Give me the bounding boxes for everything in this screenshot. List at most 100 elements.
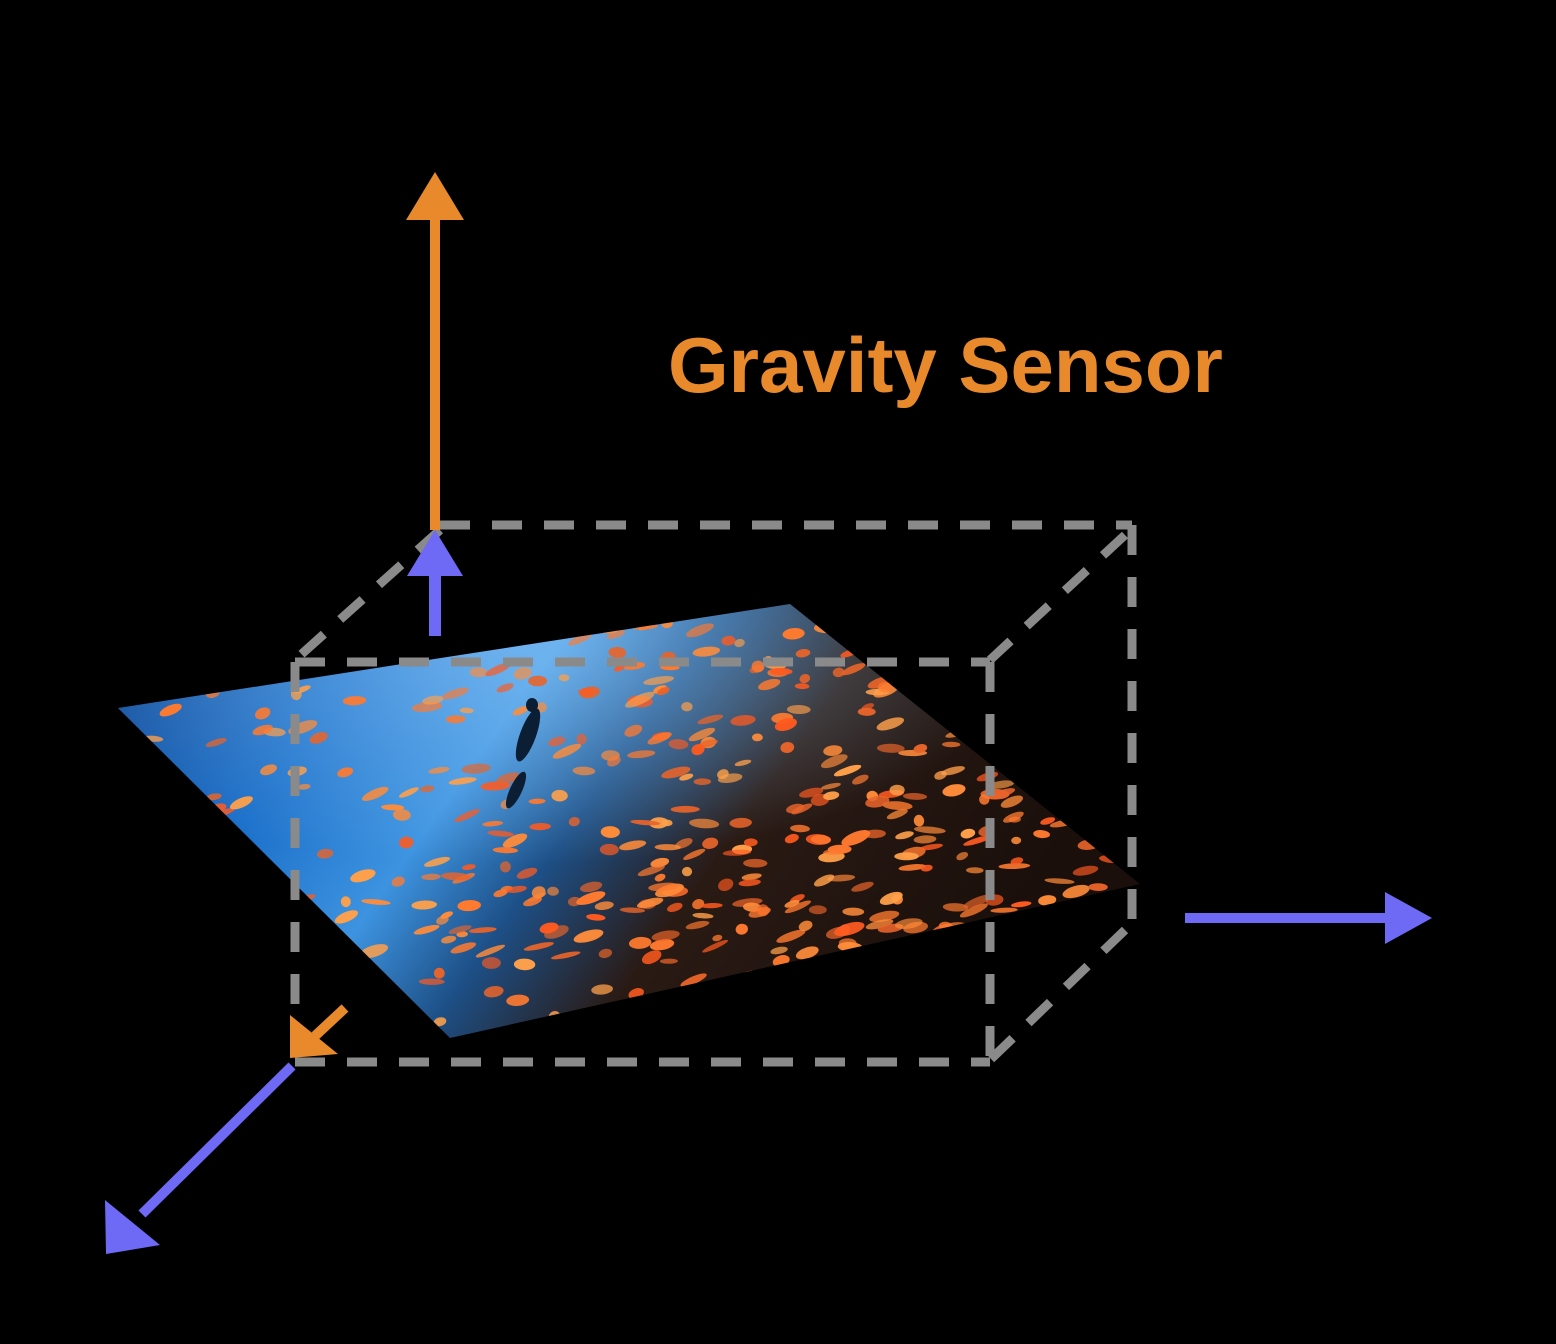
fish bbox=[189, 667, 212, 678]
fish bbox=[1029, 634, 1054, 643]
fish bbox=[592, 1025, 607, 1032]
fish bbox=[1066, 617, 1078, 627]
fish bbox=[420, 785, 435, 793]
fish bbox=[512, 626, 535, 638]
fish bbox=[1029, 787, 1046, 797]
fish bbox=[1092, 772, 1114, 784]
fish bbox=[879, 952, 905, 963]
fish bbox=[791, 803, 813, 815]
fish bbox=[786, 704, 811, 715]
fish bbox=[782, 628, 805, 640]
fish bbox=[1085, 746, 1108, 758]
fish bbox=[857, 707, 876, 716]
fish bbox=[269, 940, 291, 952]
fish bbox=[784, 900, 812, 914]
fish bbox=[820, 754, 848, 769]
fish bbox=[448, 777, 477, 785]
fish bbox=[193, 663, 207, 672]
fish bbox=[641, 950, 662, 965]
fish bbox=[784, 899, 800, 908]
diver-silhouette bbox=[505, 698, 541, 809]
fish bbox=[836, 973, 866, 982]
fish bbox=[637, 864, 665, 877]
fish bbox=[1029, 710, 1047, 723]
fish bbox=[841, 830, 871, 846]
fish bbox=[1077, 1016, 1105, 1022]
fish bbox=[558, 674, 570, 682]
fish bbox=[506, 994, 530, 1006]
fish bbox=[1017, 765, 1040, 778]
fish bbox=[743, 838, 758, 847]
fish bbox=[729, 817, 752, 828]
fish bbox=[568, 816, 580, 827]
fish bbox=[833, 764, 862, 777]
fish bbox=[1022, 977, 1051, 984]
fish bbox=[178, 629, 202, 644]
fish bbox=[599, 843, 619, 856]
fish bbox=[492, 847, 519, 854]
fish bbox=[1027, 986, 1053, 999]
fish bbox=[913, 826, 946, 834]
fish bbox=[961, 617, 991, 632]
fish bbox=[577, 687, 596, 696]
fish bbox=[1050, 987, 1068, 998]
fish bbox=[1038, 895, 1057, 906]
fish bbox=[487, 830, 514, 837]
fish bbox=[150, 962, 169, 971]
fish bbox=[828, 983, 859, 993]
diagonal-axis-arrow bbox=[105, 1062, 296, 1254]
fish bbox=[1041, 949, 1058, 960]
fish bbox=[979, 794, 990, 805]
fish bbox=[913, 1025, 945, 1035]
fish bbox=[334, 910, 359, 924]
fish bbox=[255, 707, 271, 720]
fish bbox=[883, 1007, 895, 1019]
fish bbox=[245, 990, 273, 1002]
fish bbox=[568, 632, 593, 646]
fish bbox=[1022, 670, 1042, 679]
fish bbox=[1024, 671, 1046, 684]
arrow-down-left-icon bbox=[290, 1015, 338, 1058]
fish bbox=[798, 920, 813, 932]
up-gravity-arrow bbox=[406, 172, 464, 530]
fish bbox=[262, 633, 275, 643]
fish bbox=[1079, 929, 1098, 938]
fish bbox=[469, 667, 488, 678]
fish bbox=[821, 782, 841, 790]
fish bbox=[787, 982, 813, 994]
fish bbox=[513, 667, 532, 680]
fish bbox=[600, 826, 620, 838]
fish bbox=[748, 907, 771, 918]
fish bbox=[721, 635, 736, 646]
fish bbox=[858, 1015, 876, 1026]
fish bbox=[391, 623, 415, 633]
fish bbox=[399, 836, 414, 849]
fish bbox=[721, 1023, 733, 1032]
fish bbox=[780, 741, 795, 754]
fish bbox=[552, 743, 582, 759]
fish bbox=[370, 1005, 386, 1018]
fish bbox=[528, 675, 548, 687]
dashed-box-back bbox=[291, 520, 1137, 1064]
fish bbox=[691, 744, 705, 756]
fish bbox=[171, 946, 196, 958]
fish bbox=[661, 766, 691, 779]
fish bbox=[392, 809, 411, 821]
fish bbox=[381, 804, 405, 811]
fish bbox=[606, 629, 626, 640]
fish bbox=[754, 994, 780, 1007]
fish bbox=[1097, 800, 1123, 816]
fish bbox=[894, 852, 919, 861]
fish bbox=[802, 1007, 819, 1013]
fish bbox=[1013, 949, 1041, 963]
fish bbox=[619, 840, 647, 851]
fish bbox=[513, 958, 536, 971]
fish bbox=[1104, 786, 1128, 801]
fish bbox=[1051, 718, 1064, 731]
fish bbox=[681, 866, 693, 877]
fish bbox=[823, 791, 840, 800]
fish bbox=[769, 667, 793, 676]
fish bbox=[967, 979, 978, 986]
fish bbox=[745, 1013, 759, 1023]
